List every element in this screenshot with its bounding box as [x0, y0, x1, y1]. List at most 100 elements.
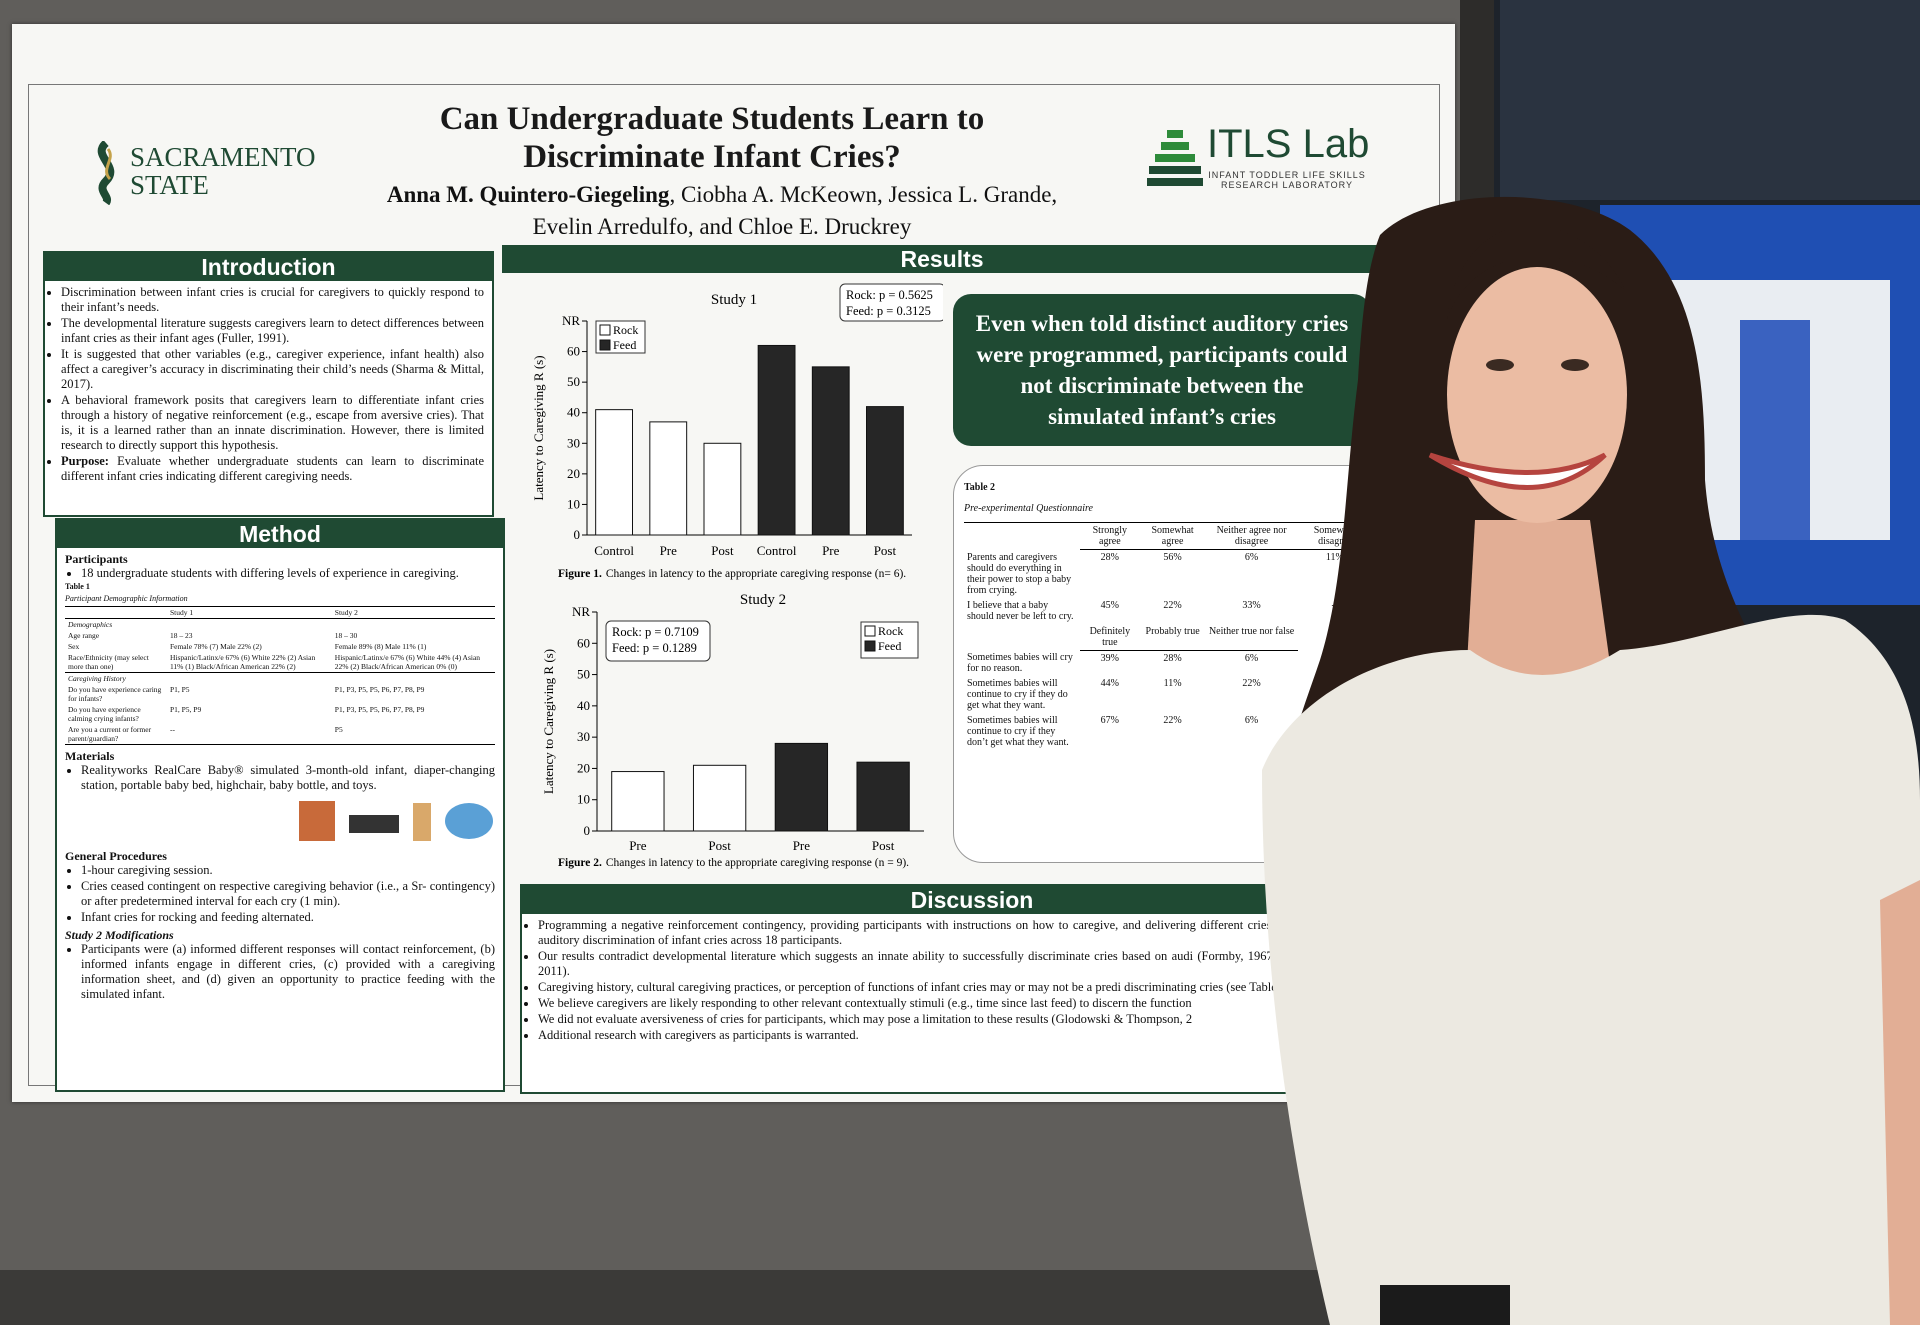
chart: Study 1 Latency to Caregiving R (s) 0 10 20 3… — [531, 283, 943, 580]
x-tick-label: Pre — [660, 543, 678, 558]
bullet: We did not evaluate aversiveness of crie… — [538, 1012, 1412, 1027]
step — [1149, 166, 1201, 174]
legend-swatch — [599, 339, 611, 351]
table-cell: 6% — [1244, 715, 1259, 726]
legend-label: Feed — [613, 338, 636, 352]
bullet: A behavioral framework posits that careg… — [61, 393, 484, 453]
x-tick-label: Pre — [822, 543, 840, 558]
baby-bed — [349, 815, 399, 833]
table-cell: 44% — [1100, 678, 1120, 689]
logo-text: SACRAMENTO STATE — [130, 143, 316, 199]
discussion-bullets: Programming a negative reinforcement con… — [522, 918, 1412, 1043]
purpose-list: Purpose: Evaluate whether undergraduate … — [45, 454, 484, 484]
table-row: Are you a current or former parent/guard… — [65, 724, 495, 745]
table-cell: -- — [1331, 599, 1339, 611]
chart-title: Study 1 — [711, 292, 757, 308]
x-tick-label: Post — [708, 838, 731, 853]
toys — [445, 803, 493, 839]
wall-base — [0, 1270, 1500, 1325]
column-header: Definitely true — [1080, 623, 1140, 651]
caption-text: Changes in latency to the appropriate ca… — [606, 568, 906, 580]
logo-sub-line: RESEARCH LABORATORY — [1220, 180, 1354, 190]
table-label: Table 2 — [964, 482, 996, 493]
y-tick-label: 10 — [567, 496, 580, 511]
table-cell: Hispanic/Latinx/e 67% (6) White 22% (2) … — [169, 653, 316, 671]
column-header: Probably true — [1139, 623, 1206, 651]
study2-list: Participants were (a) informed different… — [65, 942, 495, 1002]
legend-label: Feed — [878, 639, 901, 653]
table-header: Study 1 Study 2 — [65, 607, 495, 619]
table-cell: 39% — [1100, 652, 1120, 664]
table-cell: Sex — [68, 642, 80, 651]
bar — [703, 442, 742, 536]
legend-swatch — [864, 640, 876, 652]
x-tick-label: Control — [757, 543, 797, 558]
y-tick-label: 50 — [577, 667, 590, 682]
y-tick-label: 60 — [567, 344, 580, 359]
bullet: We believe caregivers are likely respond… — [538, 996, 1412, 1011]
booth-opening — [1740, 320, 1810, 540]
table-body: Sometimes babies will cry for no reason.… — [964, 650, 1372, 750]
table-body: Parents and caregivers should do everyth… — [964, 550, 1372, 624]
column-header: Neither true nor false — [1205, 623, 1298, 651]
caption-label: Figure 1. — [558, 568, 602, 580]
y-tick-label: 60 — [577, 635, 590, 650]
section-row: Caregiving History — [65, 672, 495, 684]
table-cell: I believe that a baby should never be le… — [967, 599, 1074, 622]
legend-swatch — [864, 625, 876, 637]
table-cell: Female 78% (7) Male 22% (2) — [169, 642, 262, 651]
table-row: Age range 18 – 23 18 – 30 — [65, 630, 495, 641]
section-cell: Caregiving History — [65, 672, 495, 684]
logo-flame — [97, 141, 115, 205]
chart-title: Study 2 — [740, 594, 786, 608]
co-authors: Evelin Arredulfo, and Chloe E. Druckrey — [532, 214, 912, 239]
table-cell: -- — [169, 725, 175, 734]
sub-heading: Participants — [65, 552, 128, 566]
title-line: Discriminate Infant Cries? — [523, 139, 901, 175]
x-tick-label: Control — [594, 543, 634, 558]
table-cell: 6% — [1244, 652, 1259, 664]
y-tick-label: 20 — [567, 466, 580, 481]
results-panel: Results — [502, 245, 1382, 883]
section-heading: Discussion — [522, 886, 1422, 914]
table-cell: P1, P3, P5, P5, P6, P7, P8, P9 — [334, 685, 425, 694]
y-tick-label: 10 — [577, 792, 590, 807]
table-cell: 28% — [1163, 652, 1182, 664]
lead-author: Anna M. Quintero-Giegeling — [386, 182, 670, 207]
bar — [811, 366, 850, 536]
table-row: Sex Female 78% (7) Male 22% (2) Female 89%… — [65, 641, 495, 652]
purpose-label: Purpose: — [61, 454, 109, 468]
sub-heading: General Procedures — [65, 849, 167, 863]
bullet: Our results contradict developmental lit… — [538, 949, 1412, 979]
legend-label: Rock — [878, 624, 903, 638]
table-row: Sometimes babies will continue to cry if… — [964, 713, 1372, 750]
table-row: Do you have experience caring for infant… — [65, 684, 495, 704]
table-cell: Parents and caregivers should do everyth… — [967, 551, 1072, 596]
section-heading: Results — [502, 245, 1382, 273]
changing-station — [299, 801, 335, 841]
procedures-list: 1-hour caregiving session.Cries ceased c… — [65, 863, 495, 925]
column-header: Study 2 — [334, 608, 358, 617]
logo-mark — [97, 141, 115, 205]
table-caption: Participant Demographic Information — [65, 594, 188, 603]
column-header: Somewhat disagree — [1297, 522, 1372, 550]
sub-heading: Study 2 Modifications — [65, 928, 174, 942]
table-cell: Sometimes babies will continue to cry if… — [967, 715, 1069, 748]
bar — [866, 406, 904, 536]
table2: Strongly agree Somewhat agree Neither agre… — [964, 522, 1372, 750]
bullet: 1-hour caregiving session. — [81, 863, 495, 878]
empty-cell — [964, 624, 1080, 651]
column-header: Study 1 — [169, 608, 194, 617]
table-cell: Hispanic/Latinx/e 67% (6) White 44% (4) … — [334, 653, 481, 671]
table-cell: 22% — [1242, 678, 1261, 689]
bullet: Caregiving history, cultural caregiving … — [538, 980, 1412, 995]
table-cell: Do you have experience caring for infant… — [68, 685, 162, 703]
y-tick-label: 30 — [567, 435, 580, 450]
y-tick-label: 50 — [567, 374, 580, 389]
material-icons — [65, 797, 495, 845]
table-cell: 28% — [1100, 552, 1120, 563]
title-line: Can Undergraduate Students Learn to — [439, 101, 985, 137]
column-header: Somewhat agree — [1139, 522, 1206, 550]
column-header: Strongly agree — [1080, 522, 1140, 550]
legend-swatch — [599, 324, 611, 336]
